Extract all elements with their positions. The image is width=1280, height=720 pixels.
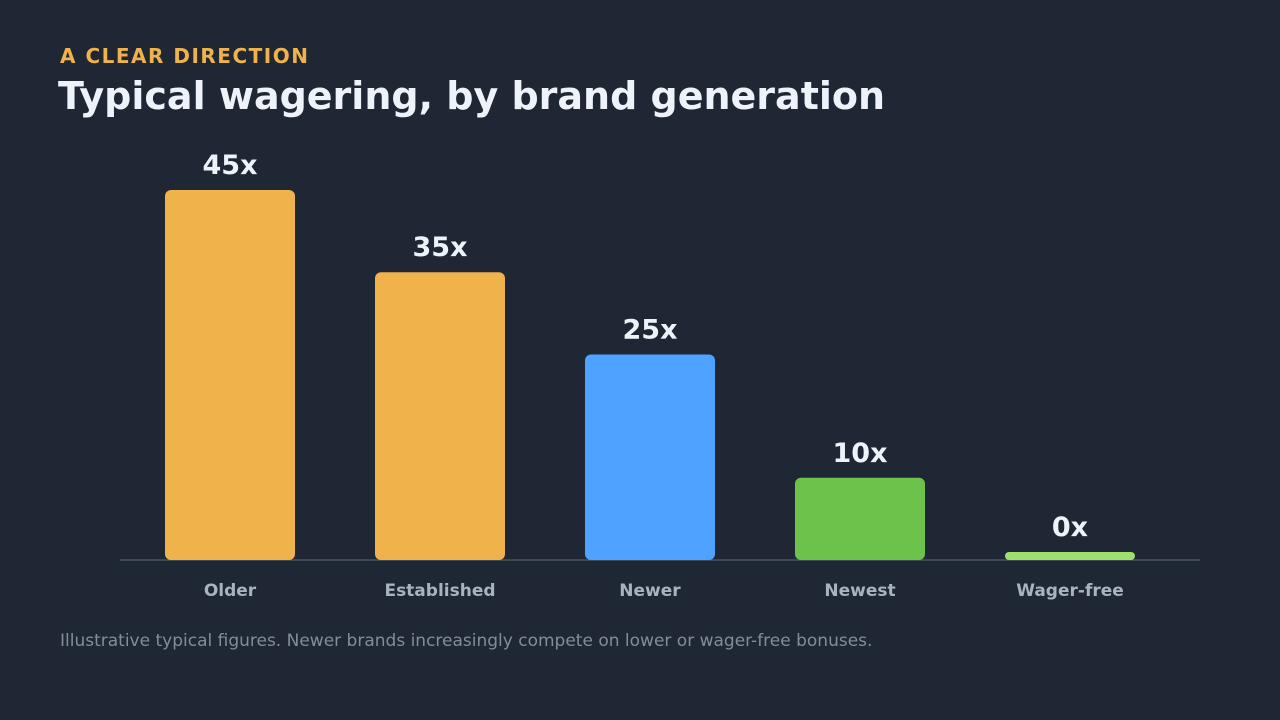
category-tick-label: Newest	[824, 581, 895, 601]
bar-value-label: 45x	[203, 150, 258, 181]
category-tick-label: Newer	[619, 581, 681, 601]
bars-group: 45x Older 35x Established 25x Newer 10x Newest 0…	[165, 150, 1135, 601]
footnote: Illustrative typical figures. Newer bran…	[60, 631, 873, 651]
category-tick-label: Older	[204, 581, 257, 601]
chart-title: Typical wagering, by brand generation	[58, 74, 886, 118]
bar-older	[165, 190, 295, 560]
bar-newer	[585, 354, 715, 560]
bar-newest	[795, 477, 925, 560]
bar-established	[375, 272, 505, 560]
bar-value-label: 10x	[833, 438, 888, 469]
bar-wager-free	[1005, 552, 1135, 560]
bar-value-label: 35x	[413, 232, 468, 263]
category-tick-label: Wager-free	[1016, 581, 1124, 601]
eyebrow-label: A CLEAR DIRECTION	[60, 44, 310, 68]
category-tick-label: Established	[384, 581, 495, 601]
bar-value-label: 0x	[1052, 512, 1088, 543]
bar-value-label: 25x	[623, 314, 678, 345]
